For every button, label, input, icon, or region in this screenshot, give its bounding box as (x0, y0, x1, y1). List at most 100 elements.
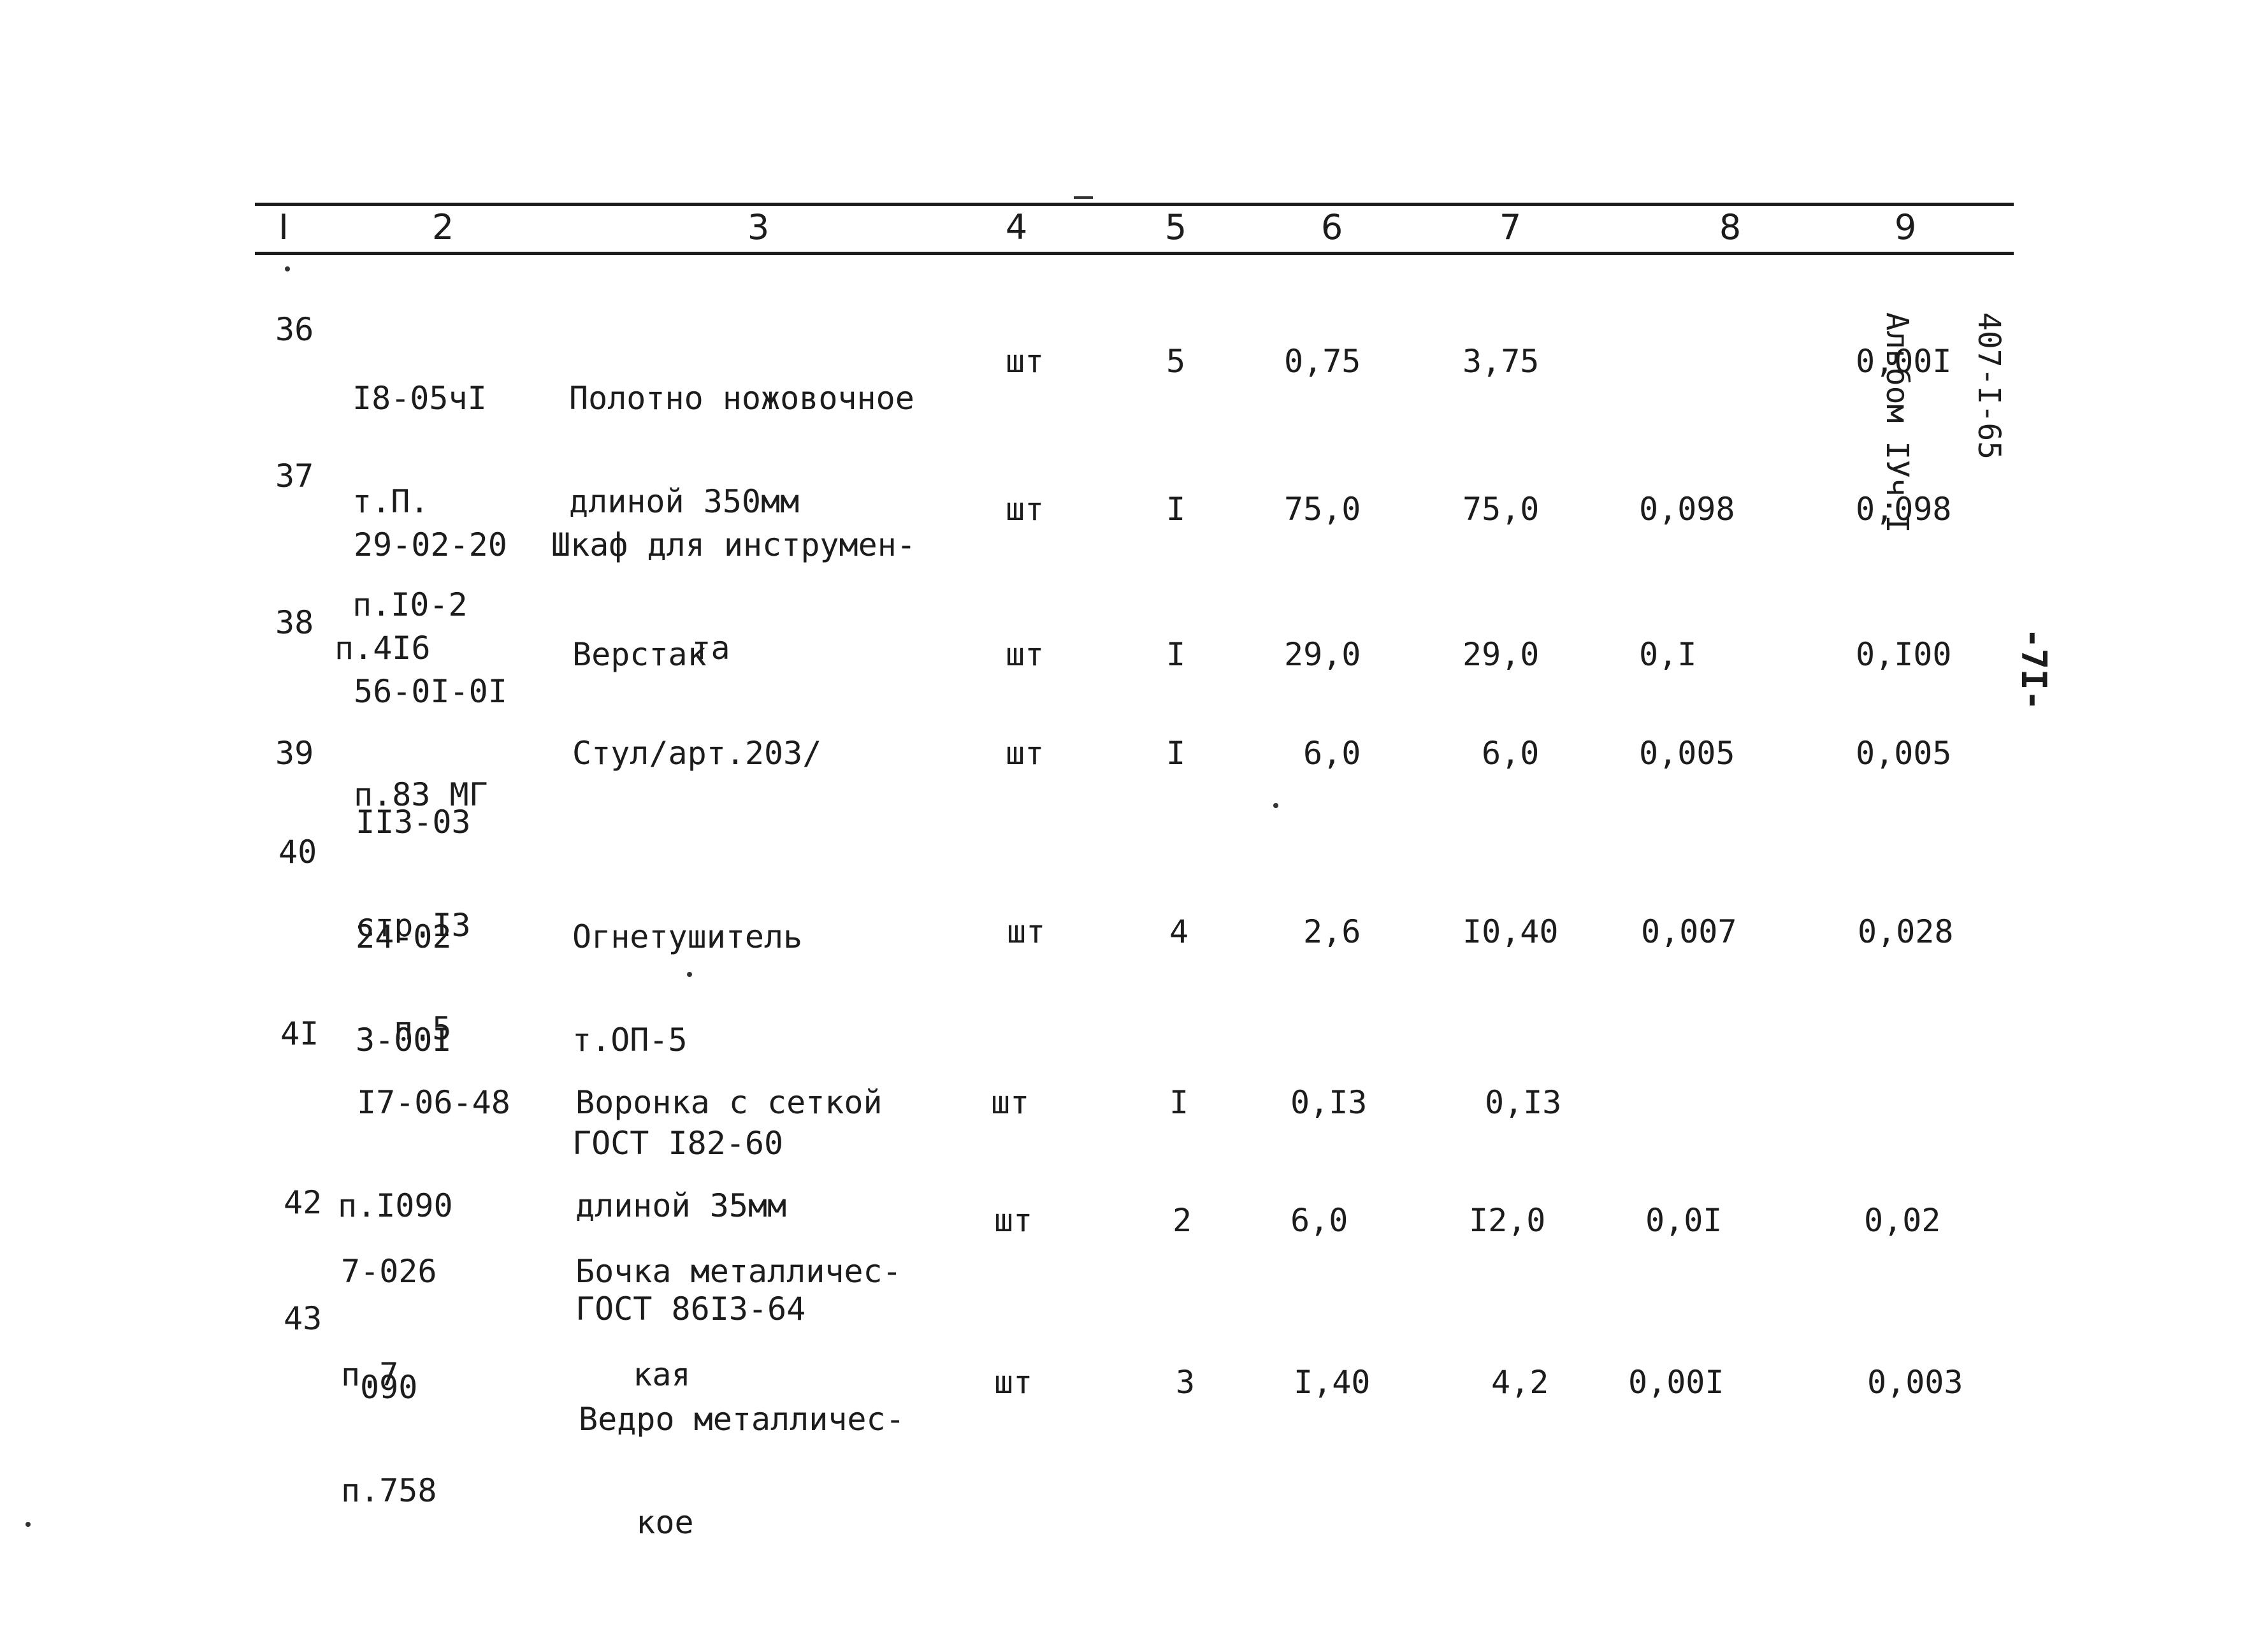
unit: шт (994, 1364, 1033, 1401)
name-line: ГОСТ 86I3-64 (575, 1291, 806, 1327)
item-name: Огнетушитель т.ОП-5 ГОСТ I82-60 (572, 851, 802, 1229)
col9-value: 0,028 (1858, 913, 1954, 950)
total: 3,75 (1463, 343, 1540, 380)
row-number: 4I (280, 1015, 319, 1052)
unit: шт (1007, 913, 1046, 950)
reference-code: 24-02 3-00I (356, 851, 452, 1126)
row-number: 39 (275, 735, 314, 772)
ref-line: 24-02 (356, 918, 452, 955)
item-name: Воронка с сеткой длиной 35мм ГОСТ 86I3-6… (575, 1016, 883, 1395)
ref-line: стр.I3 (356, 907, 471, 944)
item-name: Стул/арт.203/ (572, 735, 822, 772)
total: 4,2 (1491, 1364, 1549, 1401)
item-name: Полотно ножовочное длиной 350мм (569, 312, 914, 588)
quantity: 4 (1169, 913, 1189, 950)
name-line: Воронка с сеткой (575, 1084, 883, 1121)
total: 6,0 (1482, 735, 1540, 772)
ref-line: п.83 МГ (354, 776, 488, 813)
row-number: 43 (284, 1300, 322, 1337)
name-line: Огнетушитель (572, 918, 803, 955)
name-line: Полотно ножовочное (569, 380, 914, 417)
ref-line: 3-00I (356, 1022, 452, 1059)
speck (687, 972, 692, 977)
column-header-4: 4 (1005, 207, 1028, 247)
ref-line: т.П. (352, 483, 430, 520)
item-name: Бочка металличес- кая (575, 1185, 902, 1461)
col9-value: 0,003 (1867, 1364, 1963, 1401)
quantity: 3 (1175, 1364, 1195, 1401)
ref-line: п.5 (394, 1010, 452, 1047)
unit-price: 75,0 (1284, 491, 1361, 528)
name-line: длиной 35мм (575, 1187, 787, 1224)
ref-line: 29-02-20 (354, 526, 507, 563)
ref-line: 7-026 (341, 1253, 437, 1290)
total: 29,0 (1463, 636, 1540, 673)
total: I2,0 (1469, 1202, 1546, 1239)
total: 75,0 (1463, 491, 1540, 528)
name-line: т.ОП-5 (572, 1022, 688, 1059)
name-line: Шкаф для инструмен- (551, 526, 916, 563)
ref-line: п.I0-2 (352, 586, 468, 623)
unit: шт (1006, 343, 1044, 380)
ref-line: п.758 (341, 1472, 437, 1509)
unit-price: 2,6 (1303, 913, 1361, 950)
row-number: 36 (275, 311, 314, 348)
item-name: Ведро металличес- кое (579, 1333, 905, 1609)
album-code: 407-I-65 (1971, 312, 2007, 460)
name-line: ГОСТ I82-60 (572, 1125, 784, 1162)
row-number: 40 (278, 834, 317, 871)
ref-line: 090 (360, 1369, 418, 1406)
column-header-7: 7 (1499, 207, 1522, 247)
column-header-8: 8 (1719, 207, 1742, 247)
unit: шт (1006, 735, 1044, 772)
unit-price: 0,I3 (1290, 1084, 1368, 1121)
row-number: 38 (275, 604, 314, 641)
col8-value: 0,005 (1639, 735, 1735, 772)
name-line: Ведро металличес- (579, 1401, 905, 1438)
quantity: I (1166, 636, 1186, 673)
speck (285, 266, 290, 271)
unit-price: 0,75 (1284, 343, 1361, 380)
col9-value: 0,I00 (1856, 636, 1952, 673)
reference-code: 29-02-20 п.4I6 (335, 459, 507, 734)
name-line: кое (579, 1504, 694, 1541)
page-number: -7I- (2014, 628, 2054, 711)
column-header-1: I (278, 207, 289, 247)
reference-code: II3-03 стр.I3 п.5 (356, 736, 471, 1115)
ref-line: п.I090 (338, 1187, 453, 1224)
reference-code: 7-026 п.7 (341, 1185, 437, 1461)
ref-line: п.4I6 (335, 630, 431, 667)
speck (1273, 803, 1278, 808)
mark (1074, 196, 1093, 199)
name-line: длиной 350мм (569, 483, 800, 520)
quantity: I (1169, 1084, 1189, 1121)
quantity: I (1166, 491, 1186, 528)
column-header-2: 2 (431, 207, 454, 247)
unit: шт (991, 1084, 1030, 1121)
col9-value: 0,005 (1856, 735, 1952, 772)
name-line: кая (575, 1356, 691, 1393)
ref-line: II3-03 (356, 804, 471, 841)
total: 0,I3 (1485, 1084, 1562, 1121)
item-name: Шкаф для инструмен- та (551, 459, 916, 734)
unit-price: 6,0 (1290, 1202, 1348, 1239)
unit: шт (1006, 491, 1044, 528)
table-header-rule (255, 252, 2014, 255)
table-top-rule (255, 203, 2014, 206)
name-line: Бочка металличес- (575, 1253, 902, 1290)
reference-code: I7-06-48 п.I090 (338, 1016, 510, 1292)
quantity: 5 (1166, 343, 1186, 380)
column-header-6: 6 (1320, 207, 1343, 247)
item-name: Верстак (572, 636, 707, 673)
unit-price: 6,0 (1303, 735, 1361, 772)
ref-line: I7-06-48 (357, 1084, 510, 1121)
name-line: та (615, 630, 730, 667)
reference-code: 56-0I-0I п.83 МГ (354, 605, 507, 881)
unit: шт (994, 1202, 1033, 1239)
row-number: 42 (284, 1184, 322, 1221)
col8-value: 0,0I (1645, 1202, 1723, 1239)
ref-line: I8-05чI (352, 380, 487, 417)
col9-value: 0,02 (1864, 1202, 1941, 1239)
col9-value: 0,00I (1856, 343, 1952, 380)
quantity: 2 (1172, 1202, 1192, 1239)
